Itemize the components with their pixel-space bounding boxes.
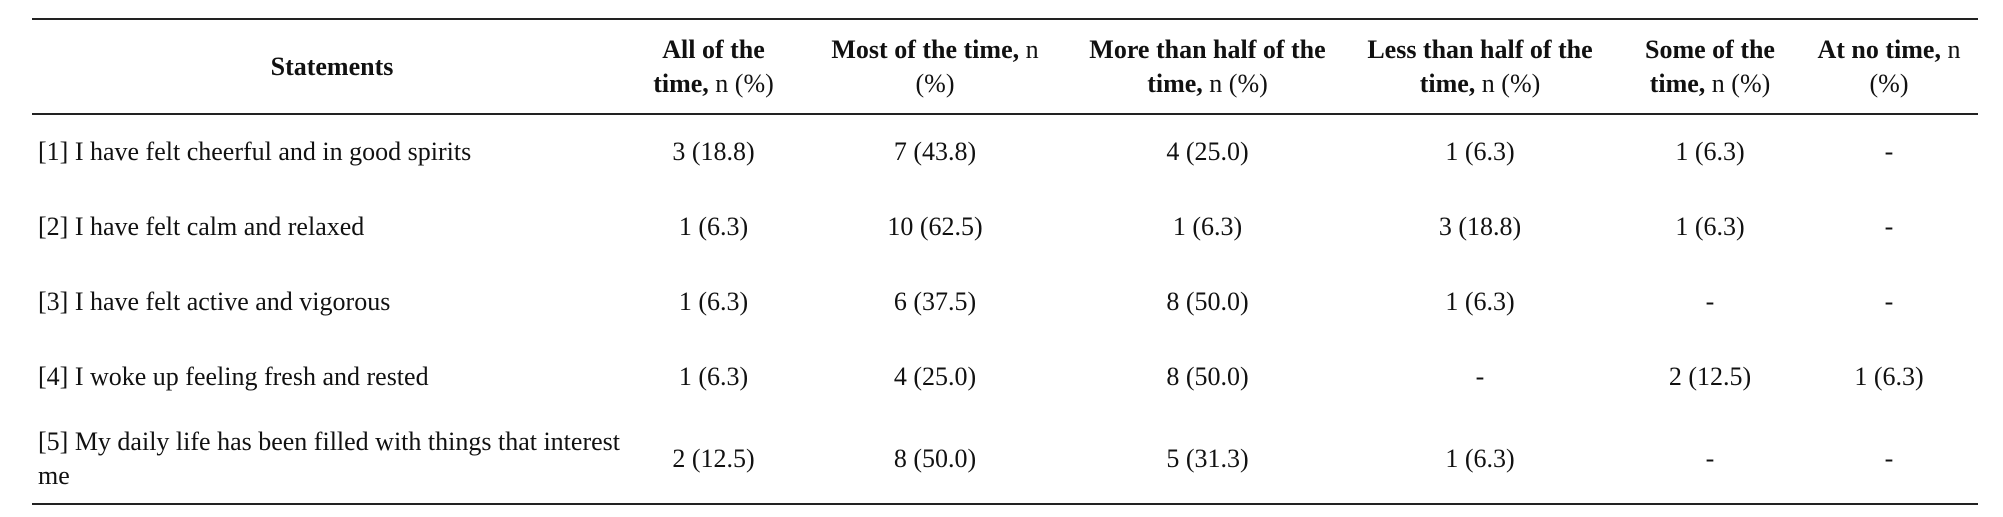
value-cell: -: [1705, 286, 1715, 316]
header-unit: n (%): [1209, 68, 1268, 98]
value-cell: -: [1884, 443, 1894, 473]
header-unit: n (%): [1869, 34, 1961, 98]
header-unit: n (%): [715, 68, 774, 98]
table-row: [1] I have felt cheerful and in good spi…: [32, 114, 1978, 189]
value-cell: 1 (6.3): [1172, 211, 1243, 241]
header-text: Most of the time, n (%): [828, 33, 1043, 101]
statement-cell: [5] My daily life has been filled with t…: [38, 426, 620, 490]
value-cell: -: [1475, 361, 1485, 391]
value-cell: 8 (50.0): [893, 443, 977, 473]
table-body: [1] I have felt cheerful and in good spi…: [32, 114, 1978, 504]
header-bold: Less than half of the time,: [1367, 34, 1593, 98]
header-row: Statements All of the time, n (%) Most of …: [32, 19, 1978, 114]
value-cell: 1 (6.3): [1675, 137, 1745, 166]
header-text: More than half of the time, n (%): [1088, 33, 1328, 101]
table-row: [3] I have felt active and vigorous 1 (6.…: [32, 264, 1978, 339]
header-bold: All of the time,: [653, 34, 765, 98]
value-cell: 1 (6.3): [1445, 137, 1515, 166]
header-bold: More than half of the time,: [1089, 34, 1326, 98]
header-text: Some of the time, n (%): [1625, 33, 1795, 101]
header-text: At no time, n (%): [1814, 33, 1964, 101]
statement-cell: [2] I have felt calm and relaxed: [38, 211, 365, 241]
value-cell: 1 (6.3): [1675, 211, 1745, 241]
data-table: Statements All of the time, n (%) Most of …: [32, 18, 1978, 505]
header-cell: Some of the time, n (%): [1620, 19, 1800, 114]
value-cell: 3 (18.8): [672, 137, 755, 166]
value-cell: 4 (25.0): [1166, 137, 1249, 166]
header-bold: Most of the time,: [831, 34, 1020, 64]
header-bold: At no time,: [1817, 34, 1941, 64]
header-text: Statements: [36, 50, 628, 84]
value-cell: 3 (18.8): [1438, 211, 1522, 241]
value-cell: 8 (50.0): [1166, 286, 1249, 316]
header-cell: Statements: [32, 19, 632, 114]
value-cell: -: [1705, 443, 1715, 473]
value-cell: 8 (50.0): [1166, 361, 1249, 391]
header-bold: Some of the time,: [1645, 34, 1775, 98]
header-text: All of the time, n (%): [644, 33, 784, 101]
value-cell: 7 (43.8): [893, 137, 977, 166]
value-cell: 1 (6.3): [678, 361, 749, 391]
statement-cell: [4] I woke up feeling fresh and rested: [38, 361, 429, 391]
header-cell: More than half of the time, n (%): [1075, 19, 1340, 114]
value-cell: 1 (6.3): [678, 211, 749, 241]
value-cell: -: [1884, 211, 1894, 241]
value-cell: 4 (25.0): [893, 361, 977, 391]
table-row: [5] My daily life has been filled with t…: [32, 414, 1978, 504]
value-cell: -: [1884, 137, 1894, 166]
header-cell: All of the time, n (%): [632, 19, 795, 114]
header-cell: Most of the time, n (%): [795, 19, 1075, 114]
value-cell: 10 (62.5): [887, 211, 983, 241]
value-cell: 1 (6.3): [1445, 286, 1515, 316]
value-cell: 6 (37.5): [893, 286, 977, 316]
value-cell: 1 (6.3): [678, 286, 749, 316]
header-unit: n (%): [1711, 68, 1771, 98]
table-row: [2] I have felt calm and relaxed 1 (6.3) 1…: [32, 189, 1978, 264]
value-cell: -: [1884, 286, 1894, 316]
value-cell: 2 (12.5): [1668, 361, 1752, 391]
statement-cell: [3] I have felt active and vigorous: [38, 286, 391, 316]
table-row: [4] I woke up feeling fresh and rested 1 …: [32, 339, 1978, 414]
value-cell: 5 (31.3): [1166, 443, 1249, 473]
value-cell: 1 (6.3): [1854, 361, 1924, 391]
header-cell: Less than half of the time, n (%): [1340, 19, 1620, 114]
value-cell: 2 (12.5): [672, 443, 755, 473]
header-unit: n (%): [915, 34, 1039, 98]
header-text: Less than half of the time, n (%): [1360, 33, 1600, 101]
value-cell: 1 (6.3): [1445, 443, 1515, 473]
header-bold: Statements: [270, 51, 394, 81]
header-unit: n (%): [1481, 68, 1541, 98]
statement-cell: [1] I have felt cheerful and in good spi…: [38, 137, 472, 166]
header-cell: At no time, n (%): [1800, 19, 1978, 114]
